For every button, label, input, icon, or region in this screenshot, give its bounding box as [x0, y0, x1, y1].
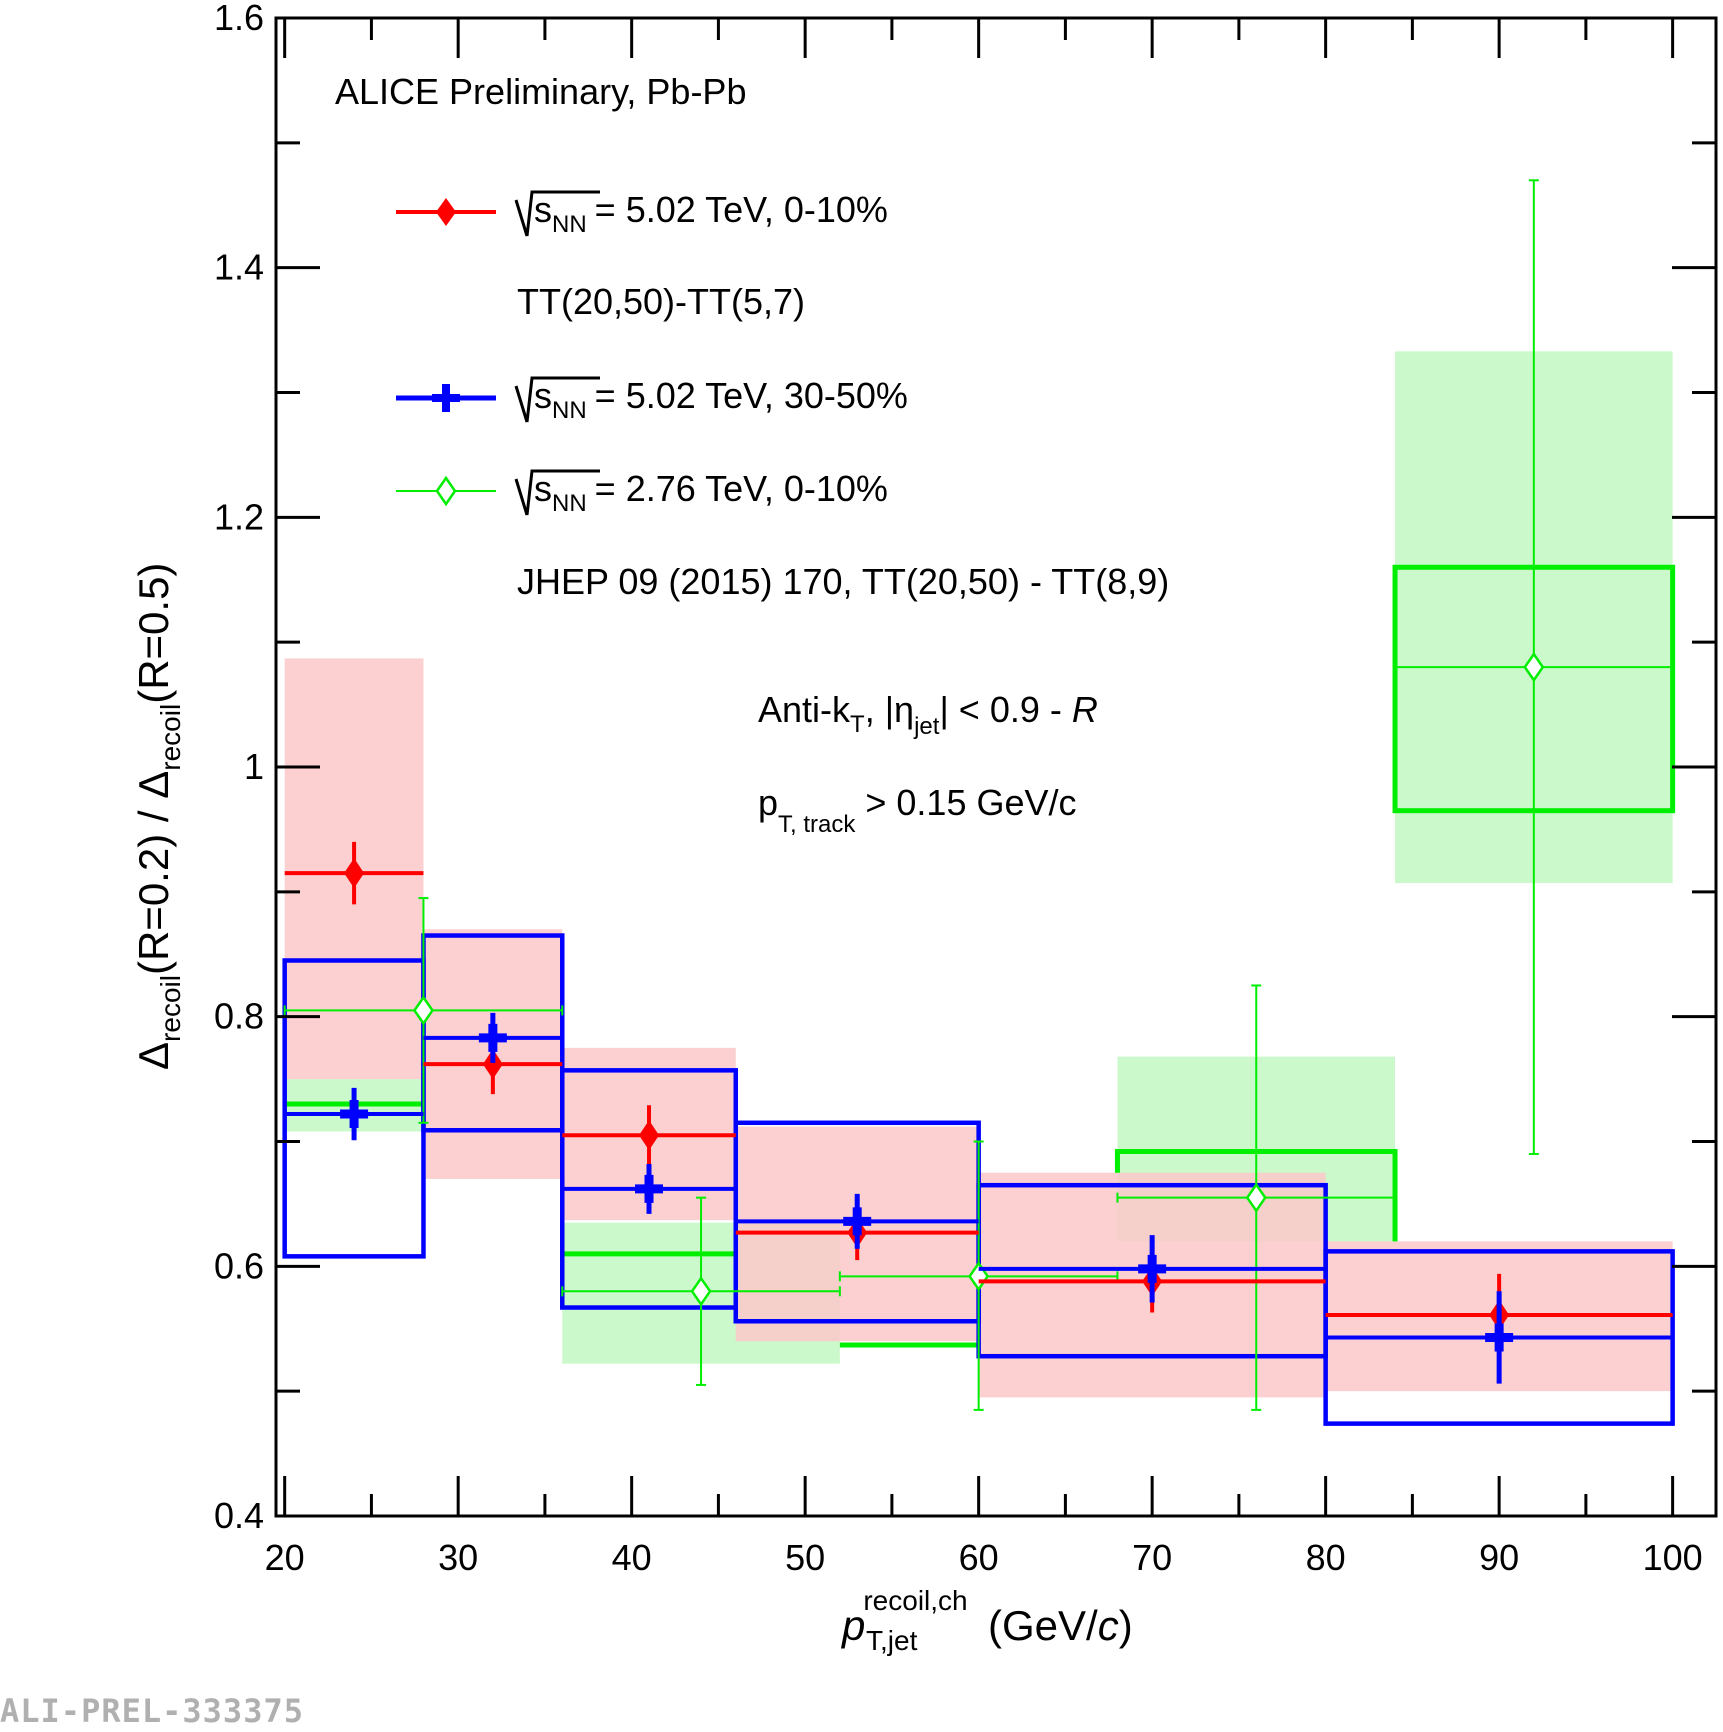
- blue-marker: [635, 1174, 664, 1203]
- svg-text:sNN= 5.02 TeV, 30-50%: sNN = 5.02 TeV, 30-50%: [534, 375, 908, 424]
- y-title-sub2: recoil: [155, 704, 186, 771]
- legend-label-red: = 5.02 TeV, 0-10%: [595, 189, 888, 230]
- y-title-sub1: recoil: [155, 975, 186, 1042]
- svg-text:Anti-kT, |ηjet| < 0.9 - R: Anti-kT, |ηjet| < 0.9 - R: [758, 689, 1098, 740]
- x-title-sub: T,jet: [866, 1625, 918, 1656]
- svg-text:pT, track > 0.15 GeV/c: pT, track > 0.15 GeV/c: [758, 782, 1077, 838]
- legend: sNN = 5.02 TeV, 0-10% TT(20,50)-TT(5,7) s…: [396, 189, 1169, 602]
- x-tick-label: 30: [438, 1537, 478, 1578]
- legend-marker-red: [436, 198, 456, 226]
- sqrt-s-red: s: [534, 189, 552, 230]
- x-title-close: ): [1119, 1602, 1133, 1649]
- blue-marker: [478, 1023, 507, 1052]
- svg-text:T,jet: T,jet: [866, 1625, 918, 1656]
- legend-entry-green: sNN = 2.76 TeV, 0-10% JHEP 09 (2015) 170,…: [396, 468, 1169, 602]
- x-title-c: c: [1098, 1602, 1119, 1649]
- x-tick-label: 100: [1643, 1537, 1703, 1578]
- chart-title: ALICE Preliminary, Pb-Pb: [335, 71, 746, 112]
- y-title-mid: (R=0.2) /: [130, 799, 177, 975]
- svg-text:sNN= 5.02 TeV, 0-10%: sNN = 5.02 TeV, 0-10%: [534, 189, 888, 238]
- legend-entry-blue: sNN = 5.02 TeV, 30-50%: [396, 375, 908, 424]
- y-tick-label: 1.4: [214, 247, 264, 288]
- svg-text:Δrecoil(R=0.2) / Δrecoil(R=0.5: Δrecoil(R=0.2) / Δrecoil(R=0.5): [130, 563, 186, 1070]
- y-title-end: (R=0.5): [130, 563, 177, 704]
- legend-label-blue: = 5.02 TeV, 30-50%: [595, 375, 908, 416]
- y-tick-label: 0.4: [214, 1495, 264, 1536]
- x-title-p: p: [840, 1602, 865, 1649]
- x-tick-label: 40: [612, 1537, 652, 1578]
- sqrt-sign-red: [514, 190, 600, 237]
- jetdef-text: Anti-k: [758, 689, 851, 730]
- red-marker: [639, 1120, 660, 1151]
- axis-layer: 20 30 40 50 60 70 80 90 100 0.4 0.6 0.8 1 1.2 1.4 1.6: [214, 0, 1716, 1578]
- jetdef-mid: , |η: [865, 689, 914, 730]
- x-tick-label: 60: [959, 1537, 999, 1578]
- sqrt-s-green: s: [534, 468, 552, 509]
- y-tick-label: 1: [244, 746, 264, 787]
- green-marker: [1245, 1182, 1267, 1213]
- sqrt-sign-blue: [514, 376, 600, 423]
- legend-subtitle-red: TT(20,50)-TT(5,7): [517, 281, 805, 322]
- data-points-layer: [282, 179, 1676, 1426]
- sqrt-sign-green: [514, 469, 600, 516]
- y-title-delta1: Δ: [130, 1042, 177, 1070]
- y-tick-label: 0.6: [214, 1245, 264, 1286]
- legend-marker-green: [435, 475, 457, 507]
- x-tick-label: 70: [1132, 1537, 1172, 1578]
- red-marker: [482, 1049, 503, 1080]
- jetdef-R: R: [1072, 689, 1098, 730]
- x-title-end: (GeV/: [988, 1602, 1098, 1649]
- svg-text:sNN= 2.76 TeV, 0-10%: sNN = 2.76 TeV, 0-10%: [534, 468, 888, 517]
- y-tick-label: 1.6: [214, 0, 264, 38]
- sqrt-nn-green: NN: [552, 490, 587, 517]
- jetdef-end: | < 0.9 -: [939, 689, 1071, 730]
- x-tick-label: 90: [1479, 1537, 1519, 1578]
- svg-text:(GeV/c): (GeV/c): [988, 1602, 1133, 1649]
- watermark: ALI-PREL-333375: [0, 1692, 304, 1730]
- sqrt-s-blue: s: [534, 375, 552, 416]
- green-marker: [968, 1261, 990, 1292]
- legend-marker-blue: [432, 384, 460, 412]
- legend-subtitle-green: JHEP 09 (2015) 170, TT(20,50) - TT(8,9): [517, 561, 1169, 602]
- legend-label-green: = 2.76 TeV, 0-10%: [595, 468, 888, 509]
- jetdef-sub-t: T: [850, 711, 865, 738]
- sqrt-nn-red: NN: [552, 211, 587, 238]
- blue-marker: [1138, 1254, 1167, 1283]
- jetdef-sub-jet: jet: [913, 713, 940, 740]
- green-marker: [1523, 651, 1545, 683]
- green-marker: [690, 1276, 712, 1307]
- blue-marker: [340, 1100, 369, 1129]
- y-tick-label: 1.2: [214, 496, 264, 537]
- x-tick-label: 50: [785, 1537, 825, 1578]
- x-tick-label: 20: [265, 1537, 305, 1578]
- track-cut-sub: T, track: [778, 811, 856, 838]
- green-marker: [412, 995, 434, 1026]
- sqrt-nn-blue: NN: [552, 397, 587, 424]
- track-cut-p: p: [758, 782, 778, 823]
- y-tick-label: 0.8: [214, 996, 264, 1037]
- red-marker: [344, 858, 365, 889]
- blue-marker: [843, 1207, 872, 1236]
- x-title-sup: recoil,ch: [863, 1585, 967, 1616]
- y-title-delta2: Δ: [130, 771, 177, 799]
- svg-text:precoil,ch: precoil,ch: [840, 1585, 968, 1649]
- legend-entry-red: sNN = 5.02 TeV, 0-10% TT(20,50)-TT(5,7): [396, 189, 888, 322]
- blue-marker: [1485, 1323, 1514, 1352]
- x-tick-label: 80: [1306, 1537, 1346, 1578]
- track-cut-end: > 0.15 GeV/c: [855, 782, 1076, 823]
